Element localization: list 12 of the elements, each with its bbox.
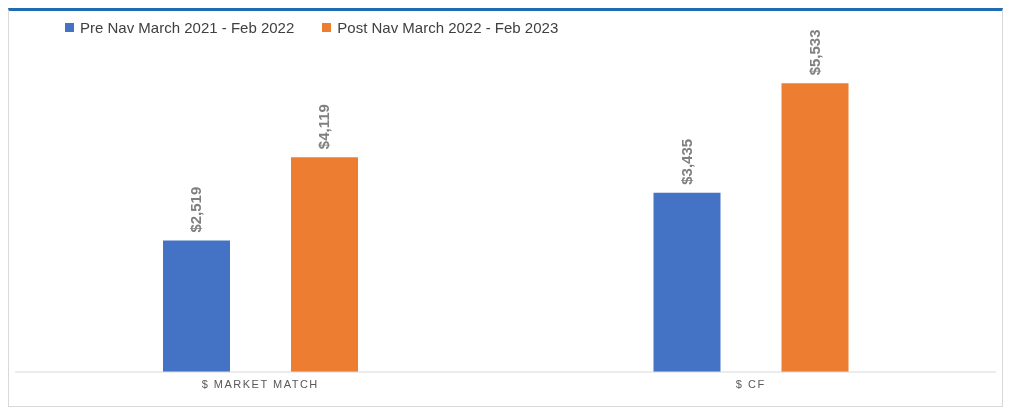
bar xyxy=(291,157,358,372)
legend-label: Pre Nav March 2021 - Feb 2022 xyxy=(79,19,295,36)
data-label: $2,519 xyxy=(187,186,205,233)
x-tick-label: $ CF xyxy=(735,377,766,390)
bar xyxy=(163,240,230,372)
bar xyxy=(781,83,849,372)
x-tick-label: $ MARKET MATCH xyxy=(201,377,319,390)
data-label: $4,119 xyxy=(315,104,333,150)
legend-label: Post Nav March 2022 - Feb 2023 xyxy=(336,19,559,36)
bar xyxy=(653,192,721,372)
data-label: $5,533 xyxy=(806,29,823,76)
data-label: $3,435 xyxy=(678,138,695,185)
